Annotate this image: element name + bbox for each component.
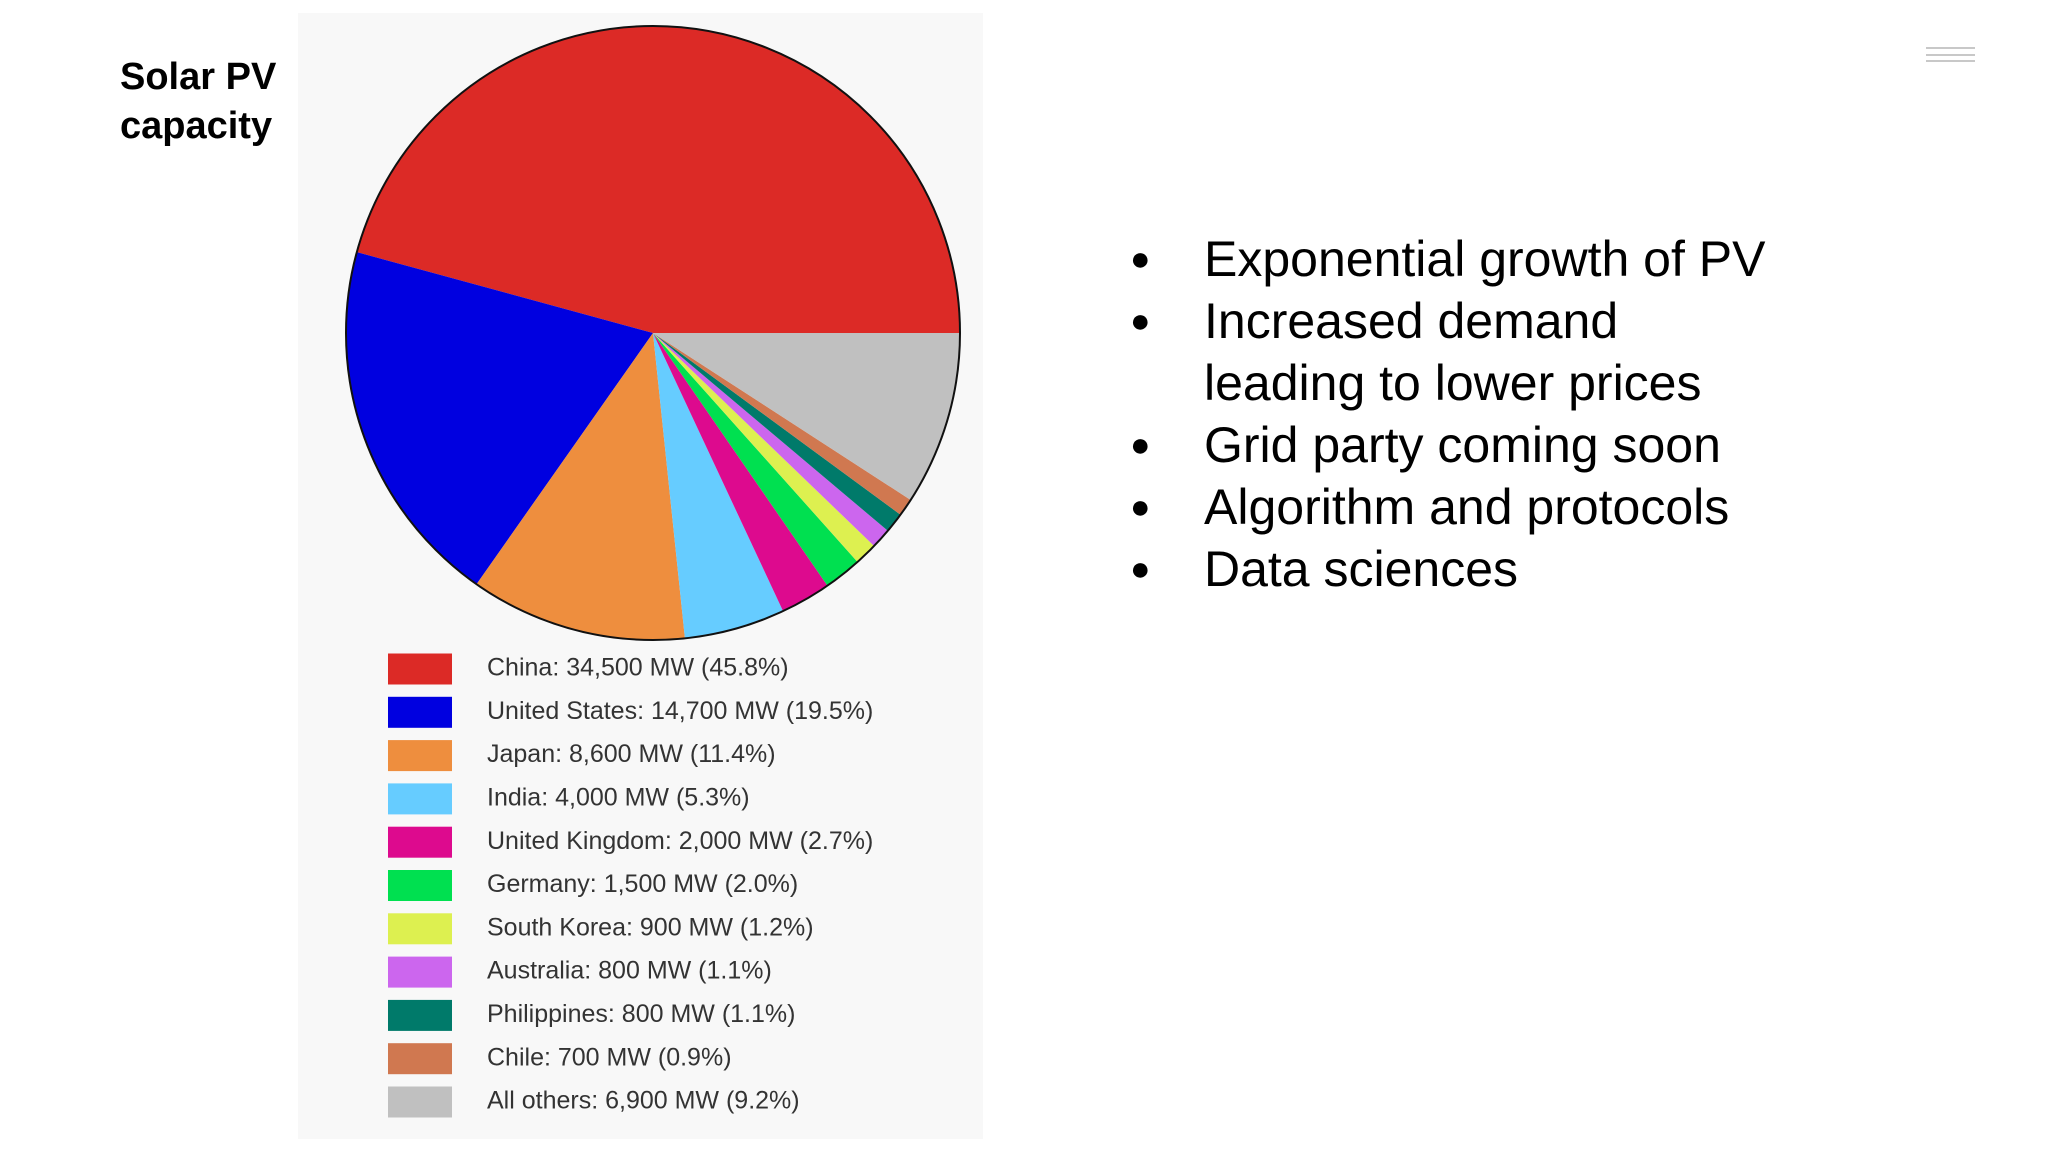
legend-label: Chile: 700 MW (0.9%) [487,1043,732,1071]
legend-label: Japan: 8,600 MW (11.4%) [487,740,776,768]
legend-swatch [388,696,452,728]
bullet-list: Exponential growth of PVIncreased demand… [1130,228,1810,600]
pie-slice [476,333,685,640]
pie-slice [653,333,960,500]
legend-label: Australia: 800 MW (1.1%) [487,957,772,985]
bullet: Grid party coming soon [1130,414,1789,476]
legend-swatch [388,1043,452,1075]
legend-swatch [388,870,452,901]
legend-swatch [388,783,452,815]
bullet: Algorithm and protocols [1130,476,1789,538]
legend-label: South Korea: 900 MW (1.2%) [487,913,814,941]
pie-slice [356,26,960,334]
pie-outline [345,25,961,641]
legend-swatch [388,956,452,988]
bullet: Data sciences [1130,538,1789,600]
legend-label: Philippines: 800 MW (1.1%) [487,1000,795,1028]
menu-icon[interactable] [1926,47,1975,62]
legend-swatch [388,999,452,1031]
legend-label: China: 34,500 MW (45.8%) [487,654,789,682]
legend-swatch [388,1086,452,1118]
slide-title: Solar PV capacity [120,56,277,147]
legend-swatch [388,653,452,685]
bullet: Exponential growth of PV [1130,228,1789,290]
legend-label: All others: 6,900 MW (9.2%) [487,1087,800,1115]
pie-slice [653,333,875,562]
legend-label: United States: 14,700 MW (19.5%) [487,697,873,725]
legend-swatch [388,826,452,858]
pie-slice [653,333,901,531]
pie-slice [653,333,911,515]
legend-swatch [388,740,452,772]
legend-label: Germany: 1,500 MW (2.0%) [487,870,798,898]
pie-slice [653,333,888,546]
legend-label: India: 4,000 MW (5.3%) [487,784,750,812]
legend-label: United Kingdom: 2,000 MW (2.7%) [487,827,873,855]
legend-swatch [388,913,452,945]
pie-slice [346,252,653,585]
pie-slice [653,333,828,612]
pie-slice [653,333,784,639]
bullet: Increased demand leading to lower prices [1130,290,1789,414]
pie-slice [653,333,858,586]
